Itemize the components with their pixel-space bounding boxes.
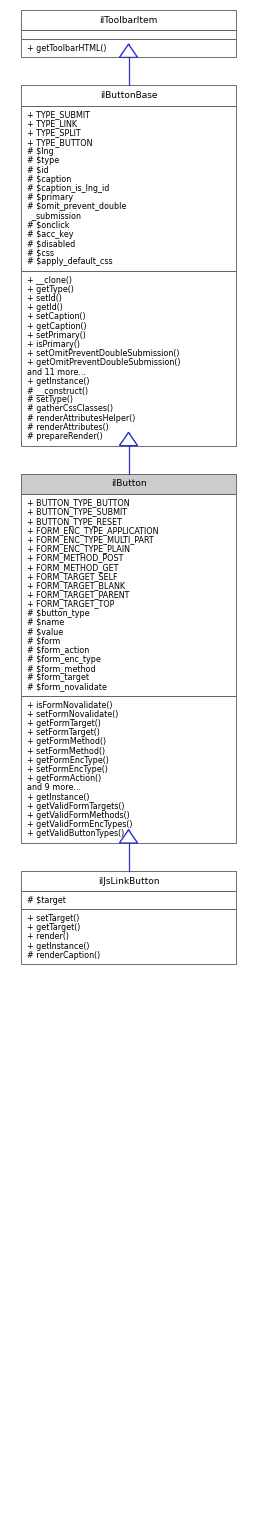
Text: and 9 more...: and 9 more...: [27, 783, 81, 792]
Text: # $id: # $id: [27, 166, 49, 175]
Text: # renderAttributes(): # renderAttributes(): [27, 423, 109, 432]
Text: # $name: # $name: [27, 619, 64, 626]
Bar: [21, 494, 236, 696]
Text: + getFormAction(): + getFormAction(): [27, 774, 101, 783]
Text: # $target: # $target: [27, 895, 66, 904]
Text: # $onclick: # $onclick: [27, 220, 69, 230]
Text: _submission: _submission: [27, 211, 81, 220]
Bar: [21, 11, 236, 30]
Text: + BUTTON_TYPE_RESET: + BUTTON_TYPE_RESET: [27, 517, 122, 526]
Text: # $acc_key: # $acc_key: [27, 230, 74, 239]
Text: + FORM_METHOD_GET: + FORM_METHOD_GET: [27, 562, 118, 572]
Text: # gatherCssClasses(): # gatherCssClasses(): [27, 404, 113, 413]
Text: + __clone(): + __clone(): [27, 275, 72, 284]
Text: # renderCaption(): # renderCaption(): [27, 952, 100, 959]
Polygon shape: [120, 433, 137, 445]
Text: + getId(): + getId(): [27, 302, 63, 312]
Text: + getInstance(): + getInstance(): [27, 377, 89, 386]
Text: # $caption_is_lng_id: # $caption_is_lng_id: [27, 184, 109, 193]
Text: + render(): + render(): [27, 932, 69, 941]
Text: + getFormEncType(): + getFormEncType(): [27, 755, 109, 765]
Text: + FORM_ENC_TYPE_PLAIN: + FORM_ENC_TYPE_PLAIN: [27, 544, 130, 553]
Polygon shape: [120, 44, 137, 58]
Text: + TYPE_SPLIT: + TYPE_SPLIT: [27, 129, 81, 138]
Text: + setFormNovalidate(): + setFormNovalidate(): [27, 710, 118, 719]
Text: # __construct(): # __construct(): [27, 386, 88, 395]
Text: # $button_type: # $button_type: [27, 610, 90, 617]
Text: + getValidFormMethods(): + getValidFormMethods(): [27, 812, 130, 819]
Text: + getFormMethod(): + getFormMethod(): [27, 737, 106, 746]
Bar: [21, 105, 236, 271]
Text: ilButtonBase: ilButtonBase: [100, 91, 157, 100]
Text: + FORM_TARGET_BLANK: + FORM_TARGET_BLANK: [27, 581, 125, 590]
Text: ilButton: ilButton: [111, 479, 146, 488]
Text: + isFormNovalidate(): + isFormNovalidate(): [27, 701, 113, 710]
Text: + FORM_ENC_TYPE_MULTI_PART: + FORM_ENC_TYPE_MULTI_PART: [27, 535, 154, 544]
Text: # $primary: # $primary: [27, 193, 73, 202]
Text: # $type: # $type: [27, 157, 59, 166]
Text: # $caption: # $caption: [27, 175, 71, 184]
Text: + BUTTON_TYPE_SUBMIT: + BUTTON_TYPE_SUBMIT: [27, 508, 127, 517]
Text: + getType(): + getType(): [27, 284, 74, 293]
Text: + FORM_TARGET_TOP: + FORM_TARGET_TOP: [27, 599, 114, 608]
Text: + FORM_TARGET_PARENT: + FORM_TARGET_PARENT: [27, 590, 129, 599]
Text: # $css: # $css: [27, 248, 54, 257]
Text: + getValidFormTargets(): + getValidFormTargets(): [27, 803, 124, 810]
Text: # $form_target: # $form_target: [27, 673, 89, 682]
Bar: [21, 909, 236, 964]
Polygon shape: [120, 830, 137, 844]
Text: + TYPE_BUTTON: + TYPE_BUTTON: [27, 138, 93, 147]
Text: + BUTTON_TYPE_BUTTON: + BUTTON_TYPE_BUTTON: [27, 499, 130, 508]
Text: # $form: # $form: [27, 637, 60, 646]
Text: # $form_action: # $form_action: [27, 646, 89, 655]
Text: + TYPE_SUBMIT: + TYPE_SUBMIT: [27, 109, 90, 119]
Text: and 11 more...: and 11 more...: [27, 368, 86, 377]
Text: + setOmitPreventDoubleSubmission(): + setOmitPreventDoubleSubmission(): [27, 350, 179, 359]
Text: + getInstance(): + getInstance(): [27, 792, 89, 801]
Text: + setFormMethod(): + setFormMethod(): [27, 746, 105, 755]
Bar: [21, 85, 236, 105]
Bar: [21, 696, 236, 844]
Text: ilToolbarItem: ilToolbarItem: [99, 15, 158, 24]
Text: + FORM_METHOD_POST: + FORM_METHOD_POST: [27, 553, 123, 562]
Text: # $form_enc_type: # $form_enc_type: [27, 655, 101, 664]
Bar: [21, 271, 236, 445]
Text: + TYPE_LINK: + TYPE_LINK: [27, 120, 77, 128]
Text: + getCaption(): + getCaption(): [27, 322, 87, 330]
Text: + setId(): + setId(): [27, 293, 62, 302]
Text: + FORM_ENC_TYPE_APPLICATION: + FORM_ENC_TYPE_APPLICATION: [27, 526, 159, 535]
Text: # $disabled: # $disabled: [27, 239, 75, 248]
Text: # prepareRender(): # prepareRender(): [27, 432, 103, 441]
Bar: [21, 891, 236, 909]
Text: + setPrimary(): + setPrimary(): [27, 331, 86, 340]
Text: + FORM_TARGET_SELF: + FORM_TARGET_SELF: [27, 572, 117, 581]
Text: # renderAttributesHelper(): # renderAttributesHelper(): [27, 413, 135, 423]
Bar: [21, 30, 236, 40]
Bar: [21, 474, 236, 494]
Bar: [21, 40, 236, 58]
Text: + getTarget(): + getTarget(): [27, 923, 80, 932]
Text: # $form_method: # $form_method: [27, 664, 96, 673]
Text: + getFormTarget(): + getFormTarget(): [27, 719, 101, 728]
Text: + isPrimary(): + isPrimary(): [27, 340, 80, 350]
Text: # setType(): # setType(): [27, 395, 73, 404]
Text: + getValidButtonTypes(): + getValidButtonTypes(): [27, 830, 124, 839]
Text: + setFormTarget(): + setFormTarget(): [27, 728, 100, 737]
Text: + getToolbarHTML(): + getToolbarHTML(): [27, 44, 106, 53]
Text: + setTarget(): + setTarget(): [27, 914, 79, 923]
Text: + setCaption(): + setCaption(): [27, 313, 86, 321]
Text: + setFormEncType(): + setFormEncType(): [27, 765, 108, 774]
Text: # $omit_prevent_double: # $omit_prevent_double: [27, 202, 126, 211]
Bar: [21, 871, 236, 891]
Text: # $value: # $value: [27, 628, 63, 637]
Text: + getOmitPreventDoubleSubmission(): + getOmitPreventDoubleSubmission(): [27, 359, 180, 368]
Text: # $lng: # $lng: [27, 147, 54, 157]
Text: ilJsLinkButton: ilJsLinkButton: [98, 877, 159, 886]
Text: # $apply_default_css: # $apply_default_css: [27, 257, 113, 266]
Text: + getValidFormEncTypes(): + getValidFormEncTypes(): [27, 821, 133, 830]
Text: # $form_novalidate: # $form_novalidate: [27, 682, 107, 692]
Text: + getInstance(): + getInstance(): [27, 941, 89, 950]
